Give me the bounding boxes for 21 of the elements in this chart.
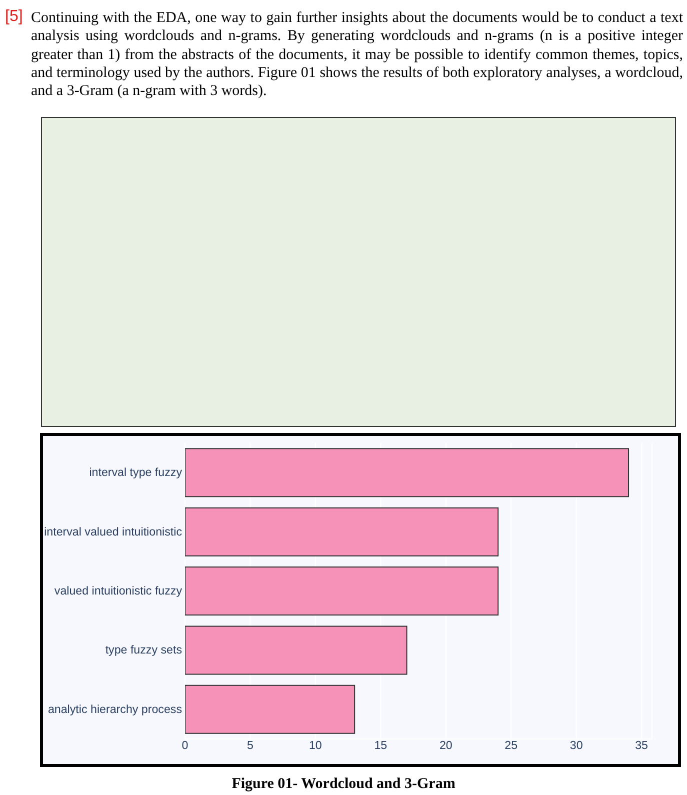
text: [5] xyxy=(5,8,23,26)
bar xyxy=(185,448,630,498)
x-tick-label: 25 xyxy=(504,739,518,752)
bar xyxy=(185,684,356,734)
y-tick-label: interval valued intuitionistic xyxy=(44,525,182,538)
x-tick-label: 15 xyxy=(374,739,388,752)
x-tick-label: 5 xyxy=(246,739,254,752)
x-tick-label: 35 xyxy=(635,739,648,752)
x-tick-label: 10 xyxy=(308,739,322,752)
text: Figure 01- Wordcloud and 3-Gram xyxy=(230,776,456,793)
x-tick-label: 0 xyxy=(182,739,188,752)
text: Continuing with the EDA, one way to gain further insights about the documents would be to conduct a text analysis using wordclouds and n-grams. By generating wordclouds and n-grams (n is a positive integer greater than 1) from the abstracts of the documents, it may be possible to identify common themes, topics, and terminology used by the authors. Figure 01 shows the results of both exploratory analyses, a wordcloud, and a 3-Gram (a n-gram with 3 words). xyxy=(31,9,683,100)
y-tick-label: type fuzzy sets xyxy=(105,644,182,657)
bar xyxy=(185,566,499,616)
bar xyxy=(185,626,408,675)
x-tick-label: 20 xyxy=(439,739,452,752)
y-tick-label: interval type fuzzy xyxy=(89,466,182,480)
x-tick-label: 30 xyxy=(570,739,583,752)
bar xyxy=(185,507,499,556)
y-tick-label: analytic hierarchy process xyxy=(48,702,182,716)
y-tick-label: valued intuitionistic fuzzy xyxy=(54,584,182,598)
